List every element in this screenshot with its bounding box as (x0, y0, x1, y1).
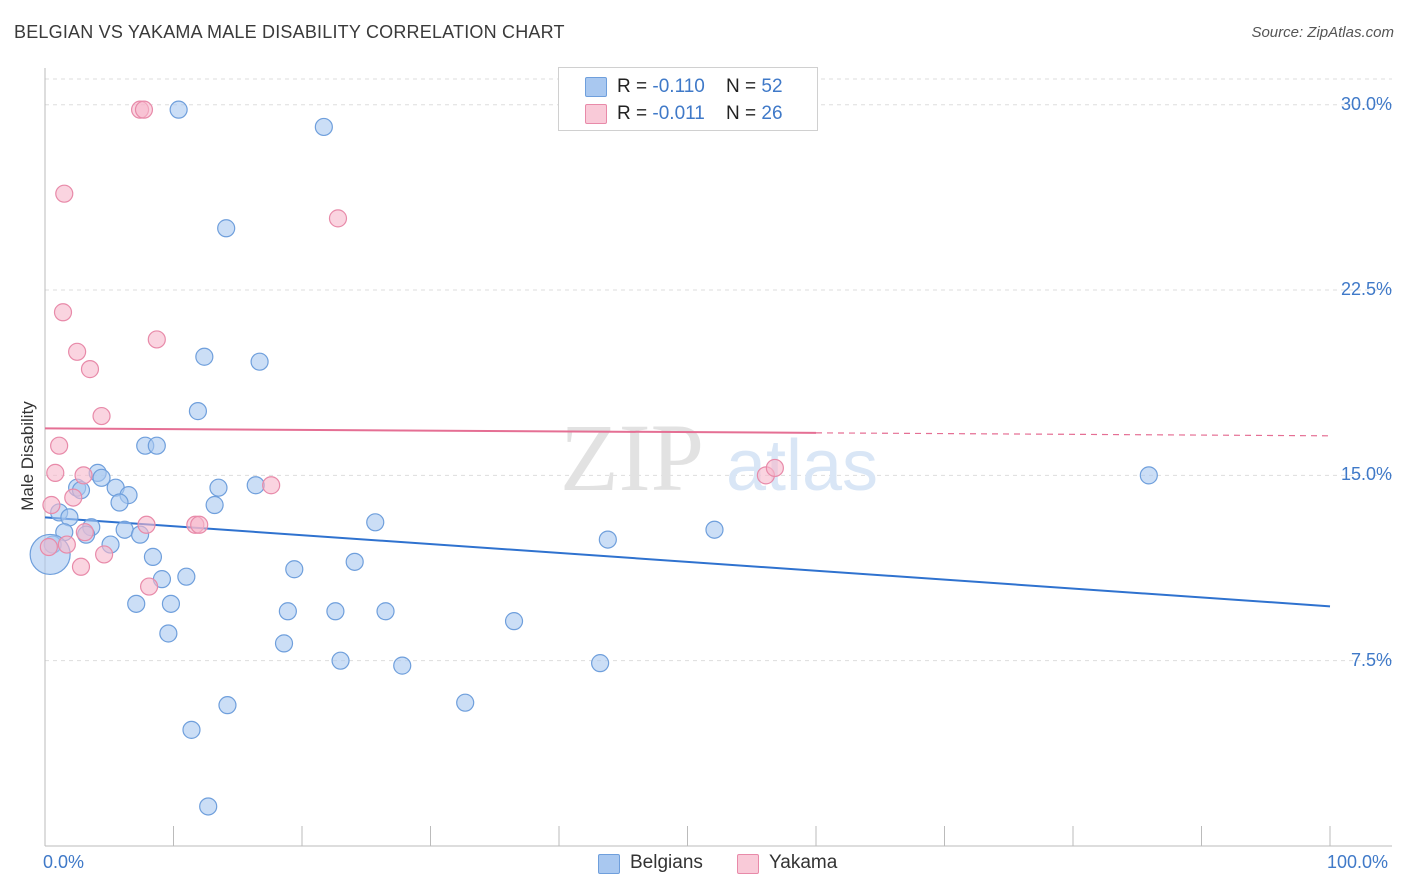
yakama-trend-extension (815, 432, 1331, 437)
yakama-point (75, 523, 94, 542)
yakama-point (71, 557, 91, 576)
yakama-point (64, 488, 83, 507)
belgian-point (285, 560, 304, 579)
data-points (29, 100, 1158, 816)
axes (44, 68, 1392, 847)
belgian-point (591, 654, 610, 673)
watermark-atlas: atlas (726, 426, 878, 506)
y-tick-label-1: 15.0% (1340, 464, 1392, 485)
belgian-point (705, 520, 724, 539)
yakama-legend-label: Yakama (769, 852, 838, 873)
belgian-point (393, 656, 412, 675)
belgian-point (345, 552, 364, 571)
belgian-point (182, 720, 201, 739)
belgian-point (205, 495, 224, 515)
belgian-point (1139, 466, 1158, 485)
chart-title: BELGIAN VS YAKAMA MALE DISABILITY CORREL… (14, 22, 565, 42)
yakama-point (147, 330, 166, 349)
belgian-point (115, 520, 134, 539)
belgians-n-label: N = (725, 76, 757, 97)
belgians-r-label: R = (617, 76, 648, 97)
yakama-r-label: R = (617, 103, 648, 124)
belgian-point (92, 468, 111, 487)
belgian-point (598, 530, 617, 549)
belgian-point (209, 478, 228, 497)
belgian-point (161, 594, 181, 613)
trend-lines (44, 427, 1331, 608)
watermark-zip: ZIP (560, 404, 704, 511)
yakama-legend-swatch (737, 854, 759, 874)
yakama-point (55, 184, 74, 203)
belgian-point (127, 594, 146, 613)
belgian-point (143, 547, 163, 566)
watermark: ZIP atlas (560, 404, 878, 511)
yakama-r-value: -0.011 (652, 103, 705, 124)
belgian-point (147, 436, 166, 455)
y-tick-label-0: 7.5% (1350, 649, 1392, 670)
yakama-point (80, 360, 100, 379)
yakama-point (68, 342, 87, 361)
yakama-point (765, 458, 784, 478)
belgians-r-value: -0.110 (652, 76, 705, 97)
belgian-point (159, 624, 178, 643)
yakama-point (92, 406, 111, 426)
belgian-point (177, 567, 196, 586)
belgian-point (218, 696, 237, 715)
y-tick-label-3: 30.0% (1340, 93, 1392, 114)
belgian-point (274, 634, 294, 653)
belgian-point (169, 100, 188, 119)
belgians-trend-line (44, 516, 1331, 608)
belgian-point (195, 347, 214, 366)
belgian-point (326, 602, 345, 621)
source-note: Source: ZipAtlas.com (1251, 24, 1394, 41)
yakama-point (74, 466, 93, 485)
yakama-point (328, 209, 348, 228)
belgians-legend-label: Belgians (630, 852, 703, 873)
yakama-point (134, 100, 154, 119)
x-tick-label-min: 0.0% (43, 852, 85, 872)
belgian-point (456, 693, 475, 712)
belgian-point (246, 476, 265, 495)
yakama-n-value: 26 (761, 103, 783, 124)
belgian-point (314, 117, 333, 137)
belgian-point (331, 651, 350, 670)
yakama-point (262, 476, 281, 495)
belgian-point (110, 493, 129, 512)
x-tick-label-max: 100.0% (1327, 852, 1389, 872)
yakama-point (95, 545, 114, 564)
yakama-n-label: N = (725, 103, 757, 124)
belgians-n-value: 52 (761, 76, 783, 97)
yakama-point (137, 515, 156, 534)
belgian-point (199, 797, 218, 816)
correlation-legend: R = -0.110 N = 52 R = -0.011 N = 26 (558, 67, 818, 131)
belgians-swatch (585, 77, 607, 97)
belgian-point (376, 602, 395, 621)
yakama-point (39, 537, 58, 557)
y-tick-label-2: 22.5% (1340, 279, 1392, 300)
belgian-point (188, 402, 208, 421)
gridlines (45, 78, 1392, 662)
belgians-legend-swatch (598, 854, 620, 874)
yakama-point (46, 463, 65, 482)
belgian-point (278, 602, 297, 621)
belgian-point (250, 352, 269, 371)
yakama-point (139, 577, 159, 596)
yakama-point (42, 495, 61, 515)
belgian-point (217, 219, 236, 238)
belgian-point (504, 612, 524, 631)
belgian-point (366, 513, 385, 532)
yakama-swatch (585, 104, 607, 124)
yakama-point (53, 303, 73, 322)
y-axis-label: Male Disability (18, 401, 37, 511)
yakama-trend-line (44, 427, 817, 434)
yakama-point (57, 535, 76, 554)
yakama-point (50, 436, 69, 455)
yakama-point (190, 515, 209, 534)
